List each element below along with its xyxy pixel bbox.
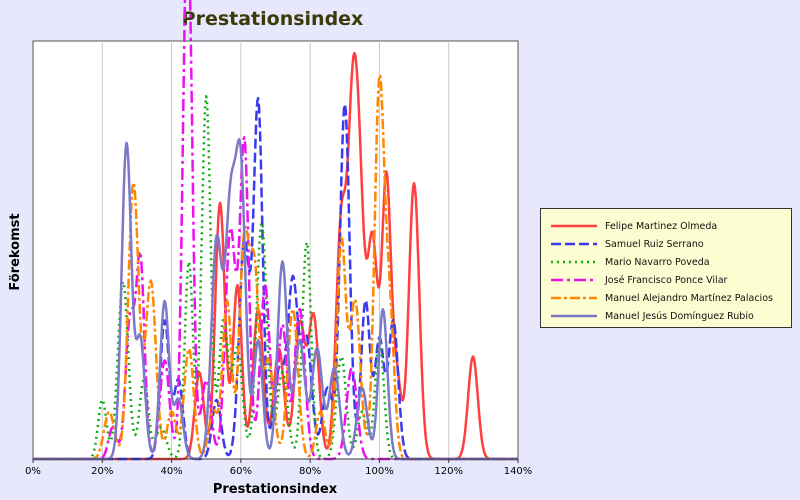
legend-item: Manuel Jesús Domínguez Rubio (549, 307, 754, 325)
legend-swatch (551, 314, 597, 318)
legend-label: Felipe Martinez Olmeda (605, 220, 718, 232)
legend-item: José Francisco Ponce Vilar (549, 271, 727, 289)
x-tick-labels: 0% 20% 40% 60% 80% 100% 120% 140% (25, 459, 532, 477)
x-tick-label: 100% (365, 466, 394, 477)
x-tick-label: 40% (160, 466, 182, 477)
legend-label: José Francisco Ponce Vilar (605, 274, 728, 286)
legend-swatch (551, 260, 597, 264)
series-line-4 (32, 73, 519, 461)
x-tick-label: 60% (230, 466, 252, 477)
legend: Felipe Martinez Olmeda Samuel Ruiz Serran… (540, 208, 792, 328)
legend-label: Manuel Jesús Domínguez Rubio (605, 310, 754, 322)
x-axis-label: Prestationsindex (213, 482, 338, 497)
legend-swatch (551, 278, 597, 282)
legend-item: Samuel Ruiz Serrano (549, 235, 704, 253)
legend-swatch (551, 296, 597, 300)
legend-label: Samuel Ruiz Serrano (605, 238, 704, 250)
legend-label: Mario Navarro Poveda (605, 256, 710, 268)
legend-item: Mario Navarro Poveda (549, 253, 710, 271)
legend-item: Manuel Alejandro Martínez Palacios (549, 289, 773, 307)
x-tick-label: 0% (25, 466, 41, 477)
legend-item: Felipe Martinez Olmeda (549, 217, 717, 235)
chart-title: Prestationsindex (181, 8, 364, 30)
y-axis-label: Förekomst (8, 213, 23, 290)
legend-swatch (551, 224, 597, 228)
x-tick-label: 80% (299, 466, 321, 477)
legend-label: Manuel Alejandro Martínez Palacios (605, 292, 773, 304)
x-tick-label: 120% (434, 466, 463, 477)
legend-swatch (551, 242, 597, 246)
x-tick-label: 20% (91, 466, 113, 477)
x-tick-label: 140% (504, 466, 533, 477)
